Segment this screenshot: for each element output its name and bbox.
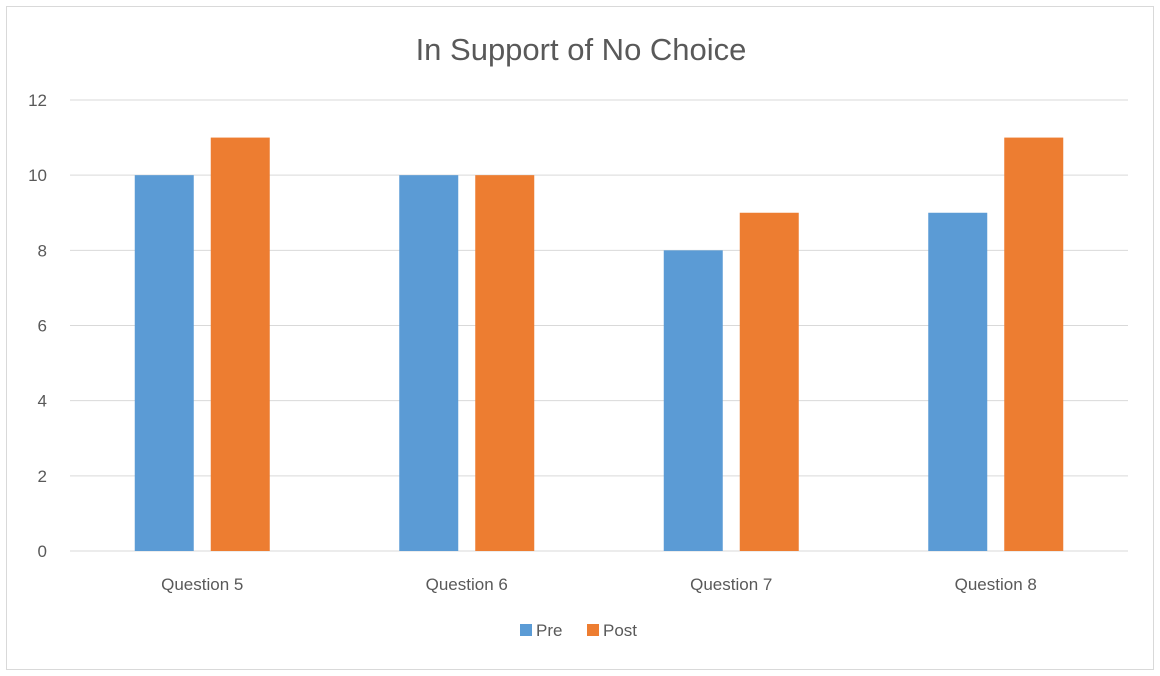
legend-label-pre: Pre <box>536 621 562 640</box>
bar-post-2 <box>475 175 535 551</box>
x-tick-label: Question 5 <box>161 575 243 594</box>
bar-pre-1 <box>134 175 194 551</box>
y-tick-label: 8 <box>38 241 47 260</box>
bar-pre-3 <box>663 250 723 552</box>
y-tick-label: 12 <box>28 91 47 110</box>
legend: Pre Post <box>520 621 637 640</box>
bar-pre-2 <box>399 175 459 551</box>
bar-post-4 <box>1004 137 1064 552</box>
legend-swatch-pre <box>520 624 532 636</box>
y-tick-label: 10 <box>28 166 47 185</box>
y-tick-label: 0 <box>38 542 47 561</box>
bar-post-1 <box>210 137 270 552</box>
y-tick-label: 6 <box>38 317 47 336</box>
x-tick-label: Question 7 <box>690 575 772 594</box>
x-axis-ticks: Question 5 Question 6 Question 7 Question 8 <box>161 575 1037 594</box>
chart-title: In Support of No Choice <box>416 32 747 67</box>
bar-post-3 <box>739 212 799 551</box>
x-tick-label: Question 6 <box>426 575 508 594</box>
y-tick-label: 4 <box>38 392 47 411</box>
bar-pre-4 <box>928 212 988 551</box>
y-tick-label: 2 <box>38 467 47 486</box>
y-axis-ticks: 0 2 4 6 8 10 12 <box>28 91 47 561</box>
legend-label-post: Post <box>603 621 637 640</box>
legend-swatch-post <box>587 624 599 636</box>
bars <box>134 137 1064 552</box>
x-tick-label: Question 8 <box>955 575 1037 594</box>
